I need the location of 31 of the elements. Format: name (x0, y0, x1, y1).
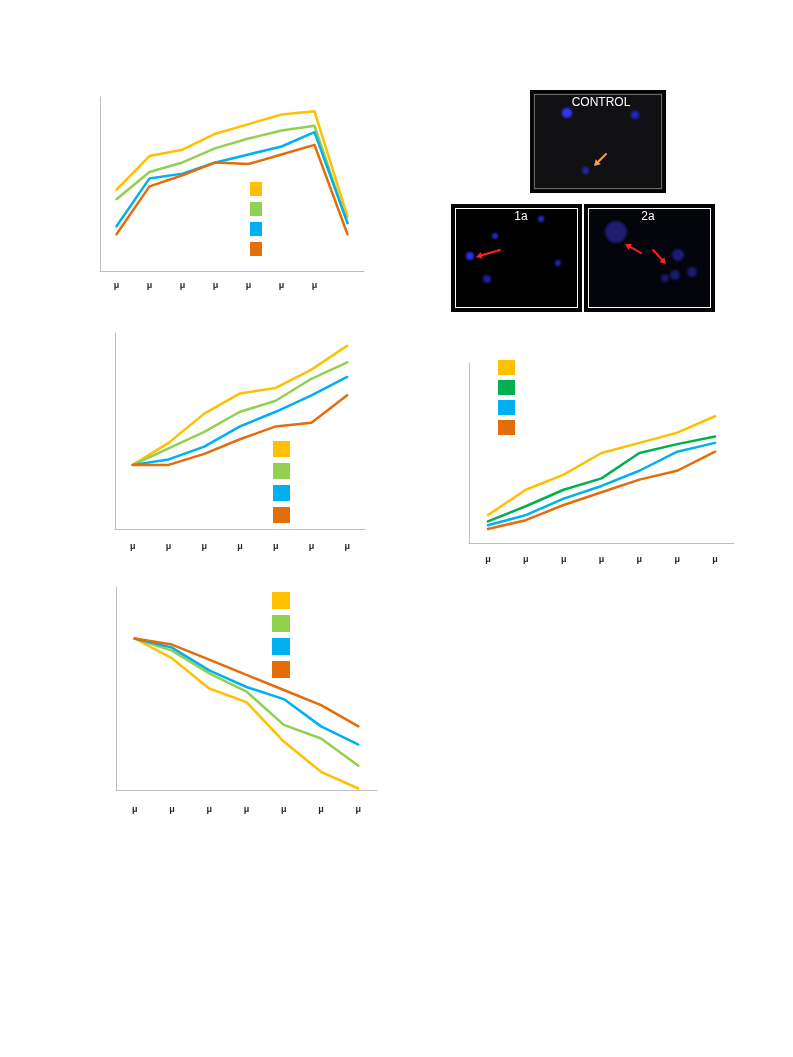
x-tick-label: μ (146, 279, 153, 290)
x-tick-label: μ (636, 553, 643, 564)
x-tick-label: μ (523, 553, 529, 564)
x-tick-label: μ (311, 279, 318, 290)
x-tick-label: μ (344, 540, 350, 551)
x-tick-label: μ (485, 553, 491, 564)
x-tick-label: μ (598, 553, 605, 564)
x-tick-label: μ (113, 279, 120, 290)
text: 2a (641, 209, 655, 223)
x-tick-label: μ (237, 540, 243, 551)
x-tick-label: μ (245, 279, 252, 290)
x-tick-label: μ (674, 553, 680, 564)
x-tick-label: μ (130, 540, 136, 551)
x-tick-label: μ (308, 540, 315, 551)
x-tick-label: μ (201, 540, 208, 551)
x-tick-label: μ (272, 540, 279, 551)
x-tick-label: μ (212, 279, 219, 290)
x-tick-label: μ (131, 803, 138, 814)
x-tick-label: μ (278, 279, 285, 290)
text: CONTROL (571, 95, 631, 109)
x-tick-label: μ (206, 803, 212, 814)
x-tick-label: μ (560, 553, 567, 564)
x-tick-label: μ (355, 803, 362, 814)
x-tick-label: μ (169, 803, 175, 814)
x-tick-label: μ (179, 279, 186, 290)
x-tick-label: μ (165, 540, 172, 551)
x-tick-label: μ (318, 803, 324, 814)
x-tick-label: μ (712, 553, 718, 564)
text: 1a (514, 209, 528, 223)
x-tick-label: μ (243, 803, 250, 814)
x-tick-label: μ (281, 803, 287, 814)
